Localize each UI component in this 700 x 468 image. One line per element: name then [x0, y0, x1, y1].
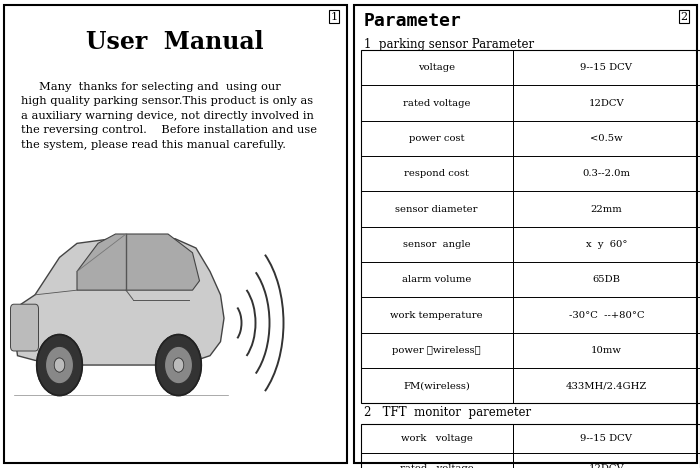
Text: rated   voltage: rated voltage	[400, 464, 473, 468]
Text: 22mm: 22mm	[591, 205, 622, 213]
Text: Many  thanks for selecting and  using our
high quality parking sensor.This produ: Many thanks for selecting and using our …	[21, 82, 317, 149]
Polygon shape	[14, 239, 224, 365]
Circle shape	[174, 358, 183, 372]
Text: power cost: power cost	[409, 134, 464, 143]
Text: 10mw: 10mw	[591, 346, 622, 355]
Circle shape	[55, 358, 64, 372]
Text: rated voltage: rated voltage	[403, 99, 470, 108]
Bar	[360, 50, 700, 403]
Text: sensor diameter: sensor diameter	[395, 205, 478, 213]
Circle shape	[164, 346, 193, 384]
Text: 2   TFT  monitor  paremeter: 2 TFT monitor paremeter	[364, 406, 531, 419]
Text: x  y  60°: x y 60°	[586, 240, 627, 249]
Text: Parameter: Parameter	[364, 12, 462, 29]
Circle shape	[37, 335, 83, 395]
Text: power （wireless）: power （wireless）	[392, 346, 481, 355]
Text: sensor  angle: sensor angle	[402, 240, 470, 249]
Text: FM(wireless): FM(wireless)	[403, 381, 470, 390]
Text: 12DCV: 12DCV	[589, 464, 624, 468]
Bar	[360, 424, 700, 468]
Text: 0.3--2.0m: 0.3--2.0m	[582, 169, 631, 178]
Text: 9--15 DCV: 9--15 DCV	[580, 63, 632, 72]
Text: 9--15 DCV: 9--15 DCV	[580, 434, 632, 443]
Text: 1  parking sensor Parameter: 1 parking sensor Parameter	[364, 38, 534, 51]
Text: User  Manual: User Manual	[86, 30, 264, 54]
Text: 1: 1	[330, 12, 337, 22]
Text: respond cost: respond cost	[404, 169, 469, 178]
Text: alarm volume: alarm volume	[402, 275, 471, 284]
Text: <0.5w: <0.5w	[590, 134, 623, 143]
Text: 65DB: 65DB	[592, 275, 620, 284]
Text: 433MH/2.4GHZ: 433MH/2.4GHZ	[566, 381, 647, 390]
Polygon shape	[77, 234, 200, 290]
Text: 2: 2	[680, 12, 687, 22]
Circle shape	[46, 346, 74, 384]
Text: voltage: voltage	[418, 63, 455, 72]
Text: -30°C  --+80°C: -30°C --+80°C	[568, 311, 644, 320]
Text: work   voltage: work voltage	[400, 434, 473, 443]
Circle shape	[155, 335, 202, 395]
Text: work temperature: work temperature	[391, 311, 483, 320]
Text: 12DCV: 12DCV	[589, 99, 624, 108]
FancyBboxPatch shape	[10, 304, 38, 351]
